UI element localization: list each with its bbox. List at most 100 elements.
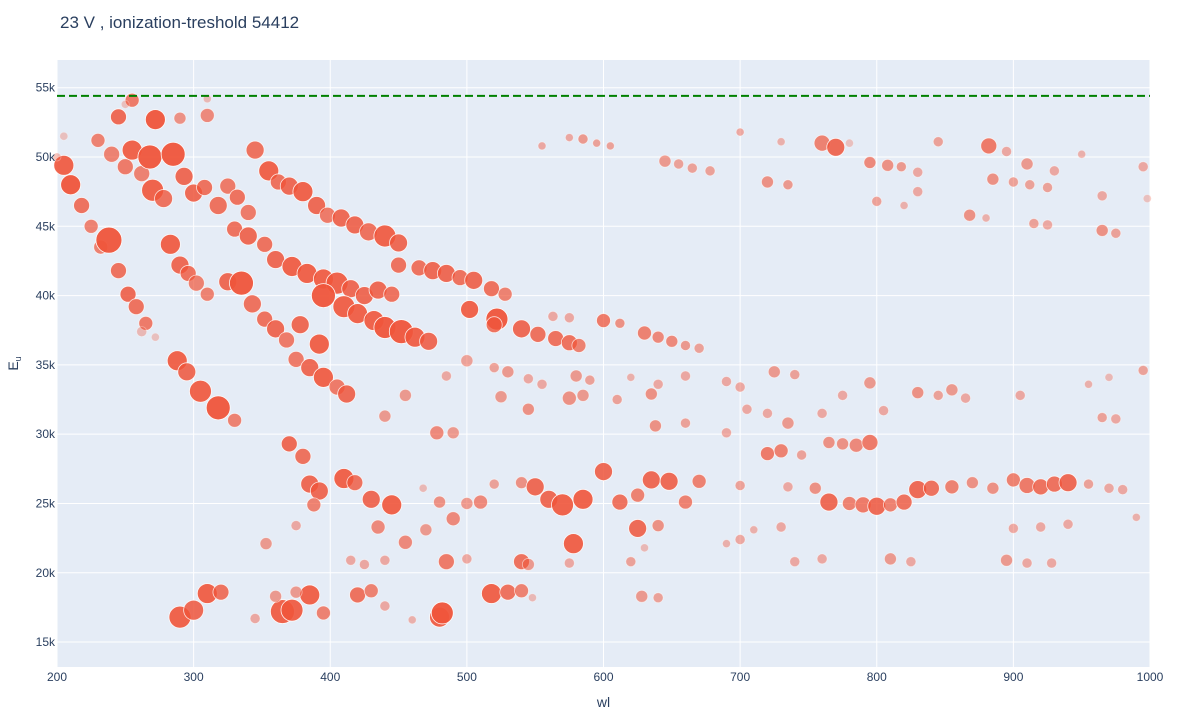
data-point [912, 186, 924, 198]
data-point [287, 350, 305, 368]
data-point [563, 312, 575, 324]
data-point [239, 204, 257, 221]
data-point [651, 519, 665, 533]
data-point [551, 493, 574, 517]
data-point [651, 330, 665, 344]
data-point [1005, 472, 1021, 488]
data-point [446, 426, 460, 440]
x-tick-label: 300 [184, 670, 204, 684]
data-point [749, 525, 759, 535]
y-tick-label: 15k [36, 635, 56, 649]
data-point [776, 137, 786, 147]
data-point [895, 493, 913, 511]
data-point [563, 533, 584, 555]
data-point [1028, 218, 1040, 229]
data-point [397, 534, 413, 550]
data-point [871, 195, 883, 207]
data-point [299, 584, 321, 606]
data-point [308, 333, 330, 355]
data-point [1035, 521, 1047, 533]
data-point [572, 488, 594, 510]
data-point [782, 481, 794, 493]
y-tick-label: 30k [36, 427, 56, 441]
data-point [183, 599, 205, 621]
data-point [734, 534, 746, 545]
data-point [652, 378, 664, 390]
data-point [345, 554, 357, 566]
data-point [1000, 553, 1013, 567]
data-point [1046, 557, 1058, 569]
x-axis-title: wl [596, 694, 610, 710]
data-point [1131, 512, 1141, 522]
data-point [525, 477, 545, 497]
data-point [547, 310, 559, 322]
data-point [309, 481, 329, 501]
data-point [644, 387, 658, 401]
data-point [90, 132, 106, 148]
x-tick-label: 900 [1003, 670, 1023, 684]
data-point [691, 473, 707, 489]
data-point [637, 325, 652, 341]
data-point [359, 559, 370, 570]
data-point [569, 369, 583, 383]
data-point [537, 141, 547, 151]
data-point [899, 201, 909, 210]
data-point [1104, 372, 1114, 382]
data-point [306, 497, 322, 513]
data-point [521, 558, 535, 571]
data-point [652, 592, 664, 604]
data-point [965, 476, 979, 490]
data-point [144, 109, 166, 130]
data-point [775, 521, 787, 533]
data-point [363, 583, 379, 599]
data-point [1024, 179, 1036, 191]
data-point [346, 474, 364, 492]
data-point [592, 138, 602, 148]
data-point [460, 497, 474, 510]
data-point [981, 213, 991, 223]
data-point [316, 605, 331, 621]
data-point [256, 235, 274, 253]
data-point [1095, 224, 1109, 237]
data-point [514, 583, 529, 599]
data-point [734, 480, 746, 491]
data-point [208, 196, 228, 215]
data-point [488, 362, 500, 374]
data-point [1096, 190, 1108, 202]
data-point [278, 331, 295, 349]
data-point [136, 326, 148, 338]
x-tick-label: 500 [457, 670, 477, 684]
data-point [626, 372, 636, 382]
data-point [1001, 146, 1012, 157]
data-point [289, 585, 303, 599]
data-point [911, 386, 925, 400]
data-point [174, 167, 194, 186]
data-point [630, 487, 646, 503]
data-point [150, 332, 160, 342]
data-point [773, 443, 789, 459]
data-point [867, 496, 887, 516]
data-point [693, 342, 705, 354]
data-point [884, 552, 897, 566]
x-tick-label: 1000 [1137, 670, 1164, 684]
data-point [1103, 482, 1115, 494]
data-point [782, 179, 794, 191]
data-point [238, 226, 258, 246]
data-point [290, 520, 302, 532]
data-point [521, 402, 535, 416]
data-point [1042, 182, 1053, 193]
data-point [1042, 219, 1053, 231]
data-point [381, 494, 403, 516]
data-point [781, 416, 795, 430]
data-point [515, 476, 528, 490]
data-point [625, 556, 637, 568]
data-point [611, 493, 629, 511]
data-point [337, 384, 357, 404]
data-point [383, 285, 401, 303]
x-tick-label: 400 [320, 670, 340, 684]
data-point [944, 479, 960, 495]
data-point [1014, 389, 1026, 401]
data-point [390, 256, 407, 274]
data-point [53, 154, 75, 176]
data-point [418, 483, 428, 493]
